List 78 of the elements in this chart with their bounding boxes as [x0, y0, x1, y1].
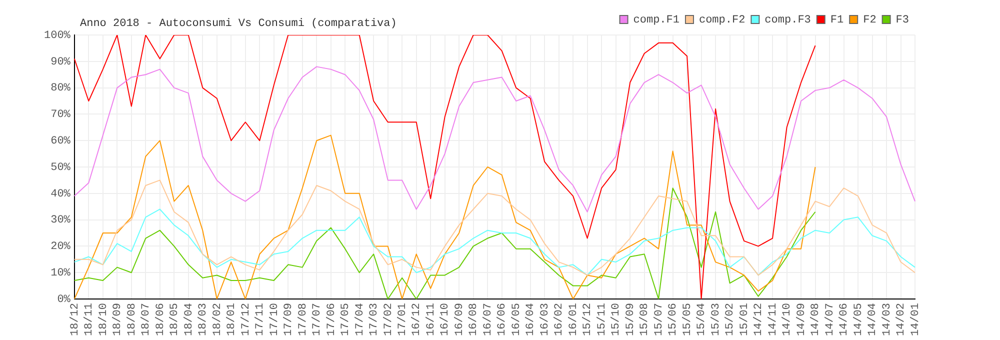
x-tick-label: 17/03	[368, 302, 381, 336]
x-tick-label: 14/12	[753, 302, 766, 336]
x-tick-label: 15/06	[668, 302, 680, 336]
x-tick-label: 15/02	[724, 302, 737, 336]
legend-label: F2	[863, 14, 876, 26]
x-tick-label: 15/10	[610, 302, 623, 336]
x-tick-label: 18/01	[226, 302, 238, 336]
x-tick-label: 18/09	[112, 302, 124, 336]
y-tick-label: 80%	[50, 82, 71, 95]
x-tick-label: 15/01	[738, 302, 751, 336]
x-tick-label: 15/03	[710, 302, 722, 336]
x-tick-label: 16/12	[411, 302, 424, 336]
legend-label: F3	[896, 14, 909, 26]
x-tick-label: 18/12	[69, 302, 82, 336]
x-tick-label: 18/02	[212, 302, 224, 336]
x-tick-label: 17/11	[254, 302, 267, 336]
y-tick-label: 70%	[50, 109, 71, 122]
x-tick-label: 17/02	[382, 302, 395, 336]
x-tick-label: 15/05	[682, 302, 694, 336]
y-tick-label: 60%	[50, 136, 71, 148]
x-tick-label: 18/08	[126, 302, 138, 336]
x-tick-label: 14/06	[838, 302, 851, 336]
legend-label: comp.F3	[764, 14, 811, 26]
x-tick-label: 15/12	[582, 302, 594, 336]
y-tick-label: 90%	[50, 56, 71, 68]
x-tick-label: 17/09	[283, 302, 296, 336]
legend-label: comp.F2	[698, 14, 746, 26]
x-tick-label: 16/08	[468, 302, 480, 336]
y-tick-label: 50%	[50, 162, 71, 174]
y-tick-label: 10%	[50, 268, 71, 280]
x-tick-label: 14/01	[910, 302, 922, 336]
x-tick-label: 14/08	[810, 302, 822, 336]
legend-label: comp.F1	[633, 14, 680, 26]
x-tick-label: 16/01	[568, 302, 580, 336]
x-tick-label: 14/04	[867, 302, 880, 336]
x-tick-label: 17/08	[297, 302, 310, 336]
x-tick-label: 14/09	[796, 302, 808, 336]
chart-title: Anno 2018 - Autoconsumi Vs Consumi (comparativa)	[80, 18, 397, 30]
x-tick-label: 16/04	[525, 302, 538, 336]
x-tick-label: 17/05	[340, 302, 352, 336]
x-tick-label: 16/07	[482, 302, 494, 336]
x-tick-label: 15/07	[653, 302, 666, 336]
x-tick-label: 18/11	[84, 302, 96, 336]
x-tick-label: 14/03	[881, 302, 894, 336]
x-tick-label: 17/12	[240, 302, 252, 336]
x-tick-label: 16/11	[425, 302, 438, 336]
x-tick-label: 14/11	[767, 302, 780, 336]
y-tick-label: 40%	[50, 188, 71, 200]
x-tick-label: 17/04	[354, 302, 366, 336]
x-tick-label: 18/03	[198, 302, 210, 336]
x-tick-label: 17/10	[268, 302, 281, 336]
y-tick-label: 20%	[50, 241, 71, 254]
x-tick-label: 17/01	[397, 302, 409, 336]
x-tick-label: 14/05	[852, 302, 865, 336]
legend-label: F1	[830, 14, 844, 26]
x-tick-label: 17/06	[326, 302, 338, 336]
x-tick-label: 14/10	[782, 302, 794, 336]
x-tick-label: 18/07	[140, 302, 153, 336]
y-tick-label: 0%	[57, 294, 71, 306]
x-tick-label: 14/02	[896, 302, 908, 336]
y-tick-label: 30%	[50, 214, 71, 227]
x-tick-label: 16/10	[440, 302, 452, 336]
x-tick-label: 15/08	[639, 302, 652, 336]
x-tick-label: 16/09	[454, 302, 466, 336]
x-tick-label: 15/11	[596, 302, 608, 336]
x-tick-label: 14/07	[824, 302, 836, 336]
x-tick-label: 18/06	[154, 302, 167, 336]
x-tick-label: 15/04	[696, 302, 708, 336]
x-tick-label: 16/05	[510, 302, 523, 336]
x-tick-label: 16/03	[539, 302, 552, 336]
x-tick-label: 18/05	[169, 302, 182, 336]
x-tick-label: 15/09	[624, 302, 637, 336]
x-tick-label: 16/02	[554, 302, 566, 336]
x-tick-label: 16/06	[496, 302, 509, 336]
x-tick-label: 18/04	[183, 302, 196, 336]
x-tick-label: 18/10	[98, 302, 110, 336]
x-tick-label: 17/07	[312, 302, 324, 336]
y-tick-label: 100%	[44, 30, 71, 42]
